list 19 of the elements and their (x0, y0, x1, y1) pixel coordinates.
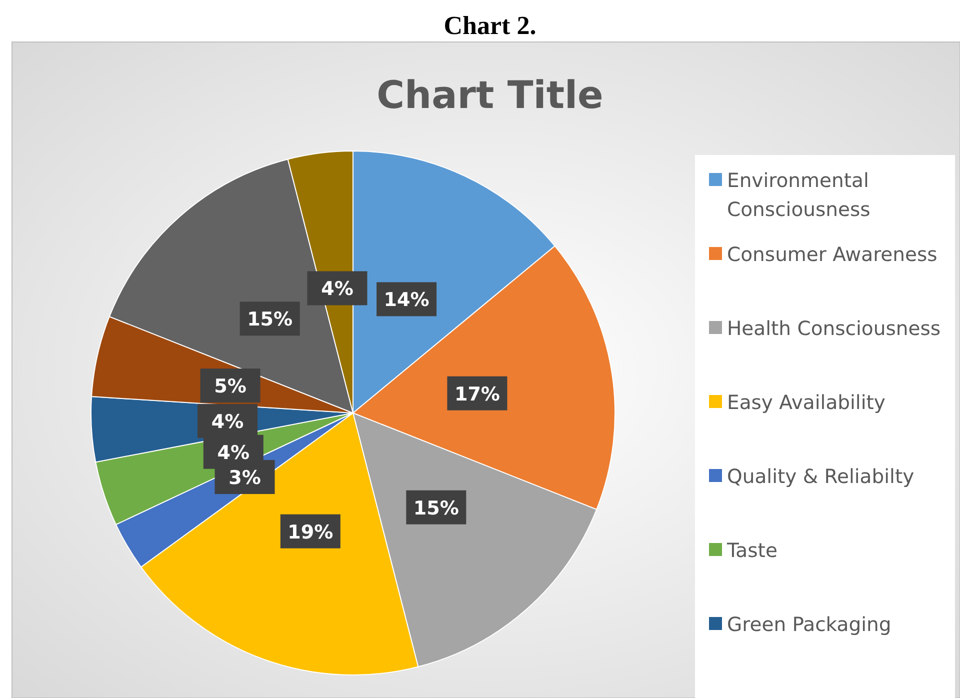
data-label: 15% (247, 308, 293, 331)
data-label: 5% (214, 376, 246, 398)
data-label: 15% (413, 497, 459, 520)
legend-label: Quality & Reliabilty (727, 465, 914, 488)
data-label: 17% (454, 383, 500, 406)
data-label: 4% (217, 442, 250, 464)
legend-label: Green Packaging (727, 613, 892, 636)
chart-title: Chart Title (376, 73, 604, 117)
data-label: 19% (288, 521, 334, 544)
legend-label: Health Consciousness (727, 317, 941, 340)
data-label: 4% (321, 278, 354, 300)
legend-label: Consumer Awareness (727, 243, 938, 266)
legend-label: Environmental Consciousness (727, 169, 870, 221)
data-label: 14% (384, 289, 430, 312)
legend-label: Easy Availability (727, 391, 886, 414)
data-label: 3% (228, 467, 261, 490)
legend-label: Taste (726, 539, 778, 562)
data-label: 4% (211, 410, 244, 433)
caption: Chart 2. (444, 11, 536, 40)
